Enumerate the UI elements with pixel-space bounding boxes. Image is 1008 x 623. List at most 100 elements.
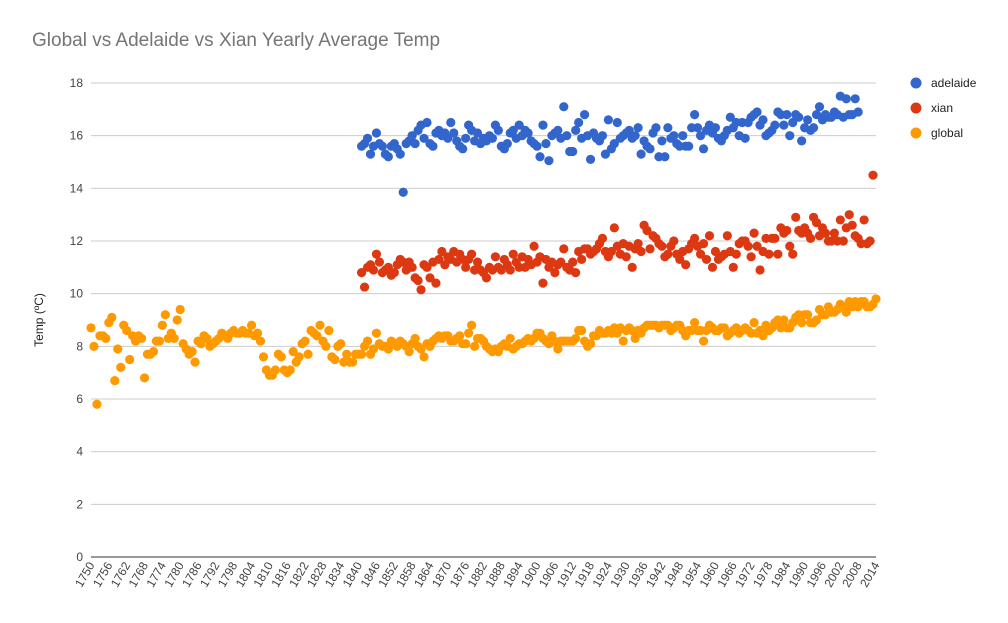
global-point	[101, 333, 111, 344]
xian-point	[606, 246, 616, 257]
adelaide-point	[663, 123, 673, 133]
xian-point	[481, 273, 492, 283]
xian-point	[657, 241, 667, 251]
global-point	[324, 325, 334, 336]
xian-point	[568, 257, 578, 267]
xian-point	[559, 244, 569, 254]
adelaide-point	[538, 120, 548, 130]
adelaide-point	[633, 123, 643, 133]
global-point	[797, 318, 807, 328]
adelaide-point	[553, 125, 563, 135]
global-point	[148, 347, 159, 357]
global-point	[553, 344, 563, 354]
adelaide-point	[684, 141, 694, 151]
xian-point	[773, 249, 783, 259]
legend-marker	[910, 77, 922, 89]
xian-point	[785, 241, 795, 251]
adelaide-point	[487, 133, 498, 143]
adelaide-point	[695, 131, 706, 141]
global-point	[113, 344, 123, 354]
global-point	[175, 304, 185, 315]
xian-point	[707, 262, 718, 272]
adelaide-point	[770, 120, 780, 130]
xian-point	[838, 236, 848, 246]
xian-point	[752, 241, 762, 251]
global-point	[356, 349, 367, 359]
legend-label: global	[931, 126, 963, 140]
xian-point	[701, 254, 712, 265]
y-tick-label: 6	[76, 392, 83, 406]
global-point	[160, 310, 170, 320]
legend-item-xian: xian	[910, 101, 953, 115]
adelaide-point	[365, 149, 376, 159]
adelaide-point	[377, 141, 388, 151]
xian-point	[675, 254, 685, 265]
adelaide-point	[725, 112, 735, 122]
adelaide-point	[752, 107, 762, 117]
global-point	[719, 323, 729, 333]
adelaide-point	[850, 94, 860, 104]
adelaide-point	[814, 102, 825, 112]
global-point	[258, 352, 269, 362]
global-point	[300, 336, 310, 346]
xian-point	[434, 254, 444, 265]
xian-point	[645, 244, 655, 254]
global-point	[455, 331, 465, 341]
adelaide-point	[532, 141, 542, 151]
series-global	[86, 294, 881, 409]
global-point	[122, 325, 132, 336]
adelaide-point	[612, 117, 622, 128]
xian-point	[743, 241, 753, 251]
adelaide-point	[544, 156, 554, 166]
xian-point	[416, 285, 426, 295]
xian-point	[755, 265, 765, 275]
adelaide-point	[698, 144, 709, 154]
adelaide-point	[493, 125, 503, 135]
xian-point	[383, 262, 393, 272]
global-point	[362, 336, 373, 346]
global-point	[136, 333, 147, 344]
y-tick-label: 12	[70, 234, 84, 248]
xian-point	[431, 278, 441, 288]
adelaide-point	[758, 115, 768, 125]
adelaide-point	[788, 117, 798, 128]
xian-point	[368, 265, 379, 275]
adelaide-point	[803, 115, 813, 125]
xian-point	[844, 210, 854, 220]
adelaide-point	[535, 152, 545, 162]
global-point	[342, 349, 352, 359]
global-point	[464, 328, 474, 338]
adelaide-point	[568, 146, 578, 157]
adelaide-point	[841, 94, 851, 104]
adelaide-point	[678, 131, 688, 141]
global-point	[577, 325, 587, 336]
legend-label: adelaide	[931, 76, 977, 90]
global-point	[89, 341, 99, 351]
adelaide-point	[782, 110, 792, 120]
global-point	[154, 336, 164, 346]
legend-label: xian	[931, 101, 953, 115]
adelaide-point	[407, 131, 417, 141]
global-point	[315, 320, 325, 330]
legend-marker	[910, 127, 922, 139]
global-point	[758, 331, 768, 341]
adelaide-point	[383, 152, 393, 162]
adelaide-point	[398, 187, 408, 197]
adelaide-point	[630, 131, 640, 141]
y-tick-label: 10	[70, 287, 84, 301]
global-point	[571, 333, 581, 344]
adelaide-point	[645, 144, 655, 154]
adelaide-point	[574, 117, 584, 128]
global-point	[811, 315, 822, 325]
adelaide-point	[502, 138, 512, 149]
x-tick-label: 2014	[857, 559, 883, 589]
adelaide-point	[808, 123, 819, 133]
global-point	[196, 339, 206, 349]
global-point	[187, 347, 197, 357]
adelaide-point	[428, 141, 438, 151]
global-point	[169, 333, 179, 344]
adelaide-point	[597, 131, 608, 141]
xian-point	[425, 273, 435, 283]
xian-point	[868, 170, 878, 180]
